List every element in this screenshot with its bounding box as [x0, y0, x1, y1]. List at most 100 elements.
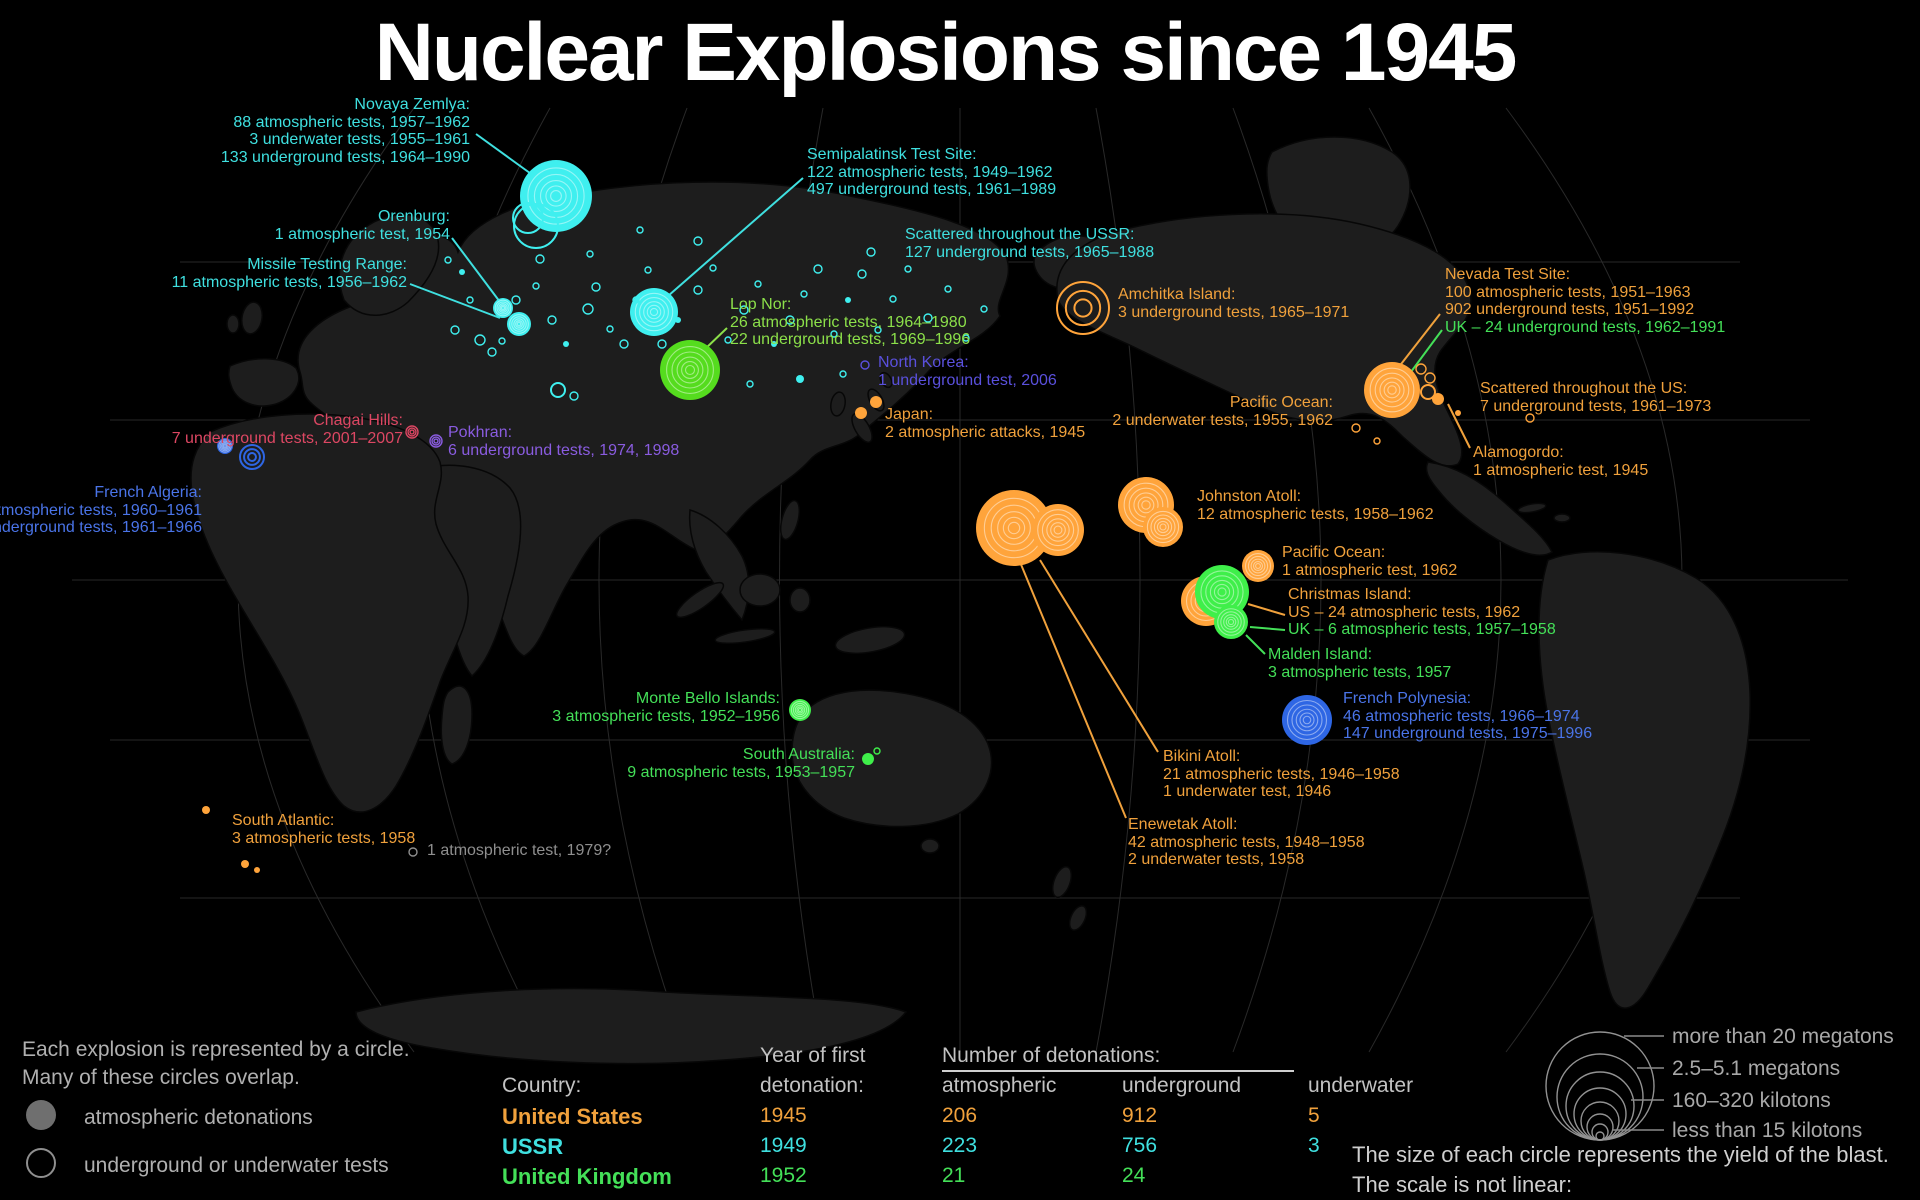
site-detail: 133 underground tests, 1964–1990 — [220, 148, 470, 166]
ussr-scatter-circle — [450, 325, 460, 335]
site-name: French Algeria: — [94, 484, 202, 501]
ussr-scatter-circle — [889, 295, 897, 303]
explosion-circle-nevada — [1364, 362, 1420, 418]
table-header-year-line2: detonation: — [760, 1074, 864, 1097]
table-header-country: Country: — [502, 1074, 582, 1097]
table-row-0-country-name: United States — [502, 1104, 643, 1129]
ussr-scatter-circle — [582, 303, 594, 315]
island-borneo — [739, 573, 781, 607]
explosion-circle-north-korea — [860, 360, 870, 370]
island-britain — [241, 301, 263, 335]
label-unknown-1979: 1 atmospheric test, 1979? — [427, 842, 611, 860]
ussr-scatter-circle — [944, 285, 952, 293]
explosion-circle-novaya-offset-ring-1 — [513, 203, 559, 249]
leader-line — [1397, 313, 1441, 369]
continent-australia — [791, 689, 993, 828]
yield-scale-leader-lines — [1612, 1035, 1664, 1131]
site-name: Amchitka Island: — [1118, 286, 1236, 303]
site-detail: 147 underground tests, 1975–1996 — [1343, 725, 1593, 742]
site-name: Nevada Test Site: — [1445, 266, 1571, 283]
ussr-scatter-circle — [675, 317, 681, 323]
ussr-scatter-circle — [466, 296, 474, 304]
table-row-1-atmospheric-count: 223 — [942, 1134, 978, 1157]
site-detail: 13 underground tests, 1961–1966 — [0, 519, 202, 536]
label-french-algeria: French Algeria:4 atmospheric tests, 1960… — [0, 484, 202, 537]
site-name: Enewetak Atoll: — [1128, 816, 1238, 833]
table-row-2-underground-count: 24 — [1122, 1164, 1146, 1187]
explosion-circle-south-atlantic-1 — [202, 806, 210, 814]
site-detail: 11 atmospheric tests, 1956–1962 — [171, 273, 407, 291]
explosion-circle-orenburg — [493, 298, 513, 318]
yield-scale-label-2: 160–320 kilotons — [1672, 1089, 1831, 1112]
site-name: Pokhran: — [448, 424, 513, 441]
site-detail: 1 underwater test, 1946 — [1163, 783, 1332, 800]
ussr-scatter-circle — [619, 339, 629, 349]
label-semipalatinsk: Semipalatinsk Test Site: 122 atmospheric … — [807, 146, 1056, 199]
ussr-scatter-circle — [980, 305, 988, 313]
label-chagai-hills: Chagai Hills: 7 underground tests, 2001–2… — [172, 412, 403, 447]
yield-scale-label-0: more than 20 megatons — [1672, 1025, 1894, 1048]
island-new-guinea — [834, 625, 906, 655]
explosion-circle-french-algeria-rings — [239, 444, 265, 470]
site-detail: UK – 6 atmospheric tests, 1957–1958 — [1288, 621, 1556, 638]
explosion-circle-nevada-small-2 — [1424, 372, 1436, 384]
table-row-1-country-name: USSR — [502, 1134, 564, 1159]
label-enewetak-atoll: Enewetak Atoll: 42 atmospheric tests, 194… — [1128, 816, 1365, 869]
explosion-circle-south-australia-ring — [873, 747, 881, 755]
label-scattered-us: Scattered throughout the US: 7 undergroun… — [1480, 380, 1711, 415]
island-new-zealand-1 — [1051, 865, 1073, 899]
island-sulawesi — [789, 587, 811, 613]
yield-scale-circle — [1580, 1101, 1620, 1141]
legend-note-line-1: Each explosion is represented by a circl… — [22, 1038, 410, 1061]
detonations-header-underline — [942, 1070, 1294, 1072]
table-row-1-underground-count: 756 — [1122, 1134, 1158, 1157]
site-name: North Korea: — [878, 354, 969, 371]
label-missile-testing-range: Missile Testing Range: 11 atmospheric tes… — [172, 256, 407, 291]
site-name: South Atlantic: — [232, 812, 335, 829]
site-name: Monte Bello Islands: — [635, 690, 780, 707]
island-japan-3 — [879, 371, 893, 389]
yield-scale-circle — [1556, 1053, 1644, 1141]
site-detail: 3 underwater tests, 1955–1961 — [249, 131, 470, 148]
site-detail: 1 underground test, 2006 — [878, 371, 1057, 389]
site-detail: 22 underground tests, 1969–1996 — [730, 331, 971, 348]
underground-legend-label: underground or underwater tests — [84, 1154, 389, 1177]
label-alamogordo: Alamogordo: 1 atmospheric test, 1945 — [1473, 444, 1648, 479]
page-title: Nuclear Explosions since 1945 — [374, 7, 1518, 98]
site-name: Scattered throughout the US: — [1480, 380, 1688, 397]
explosion-circle-pacific-underwater-2 — [1373, 437, 1381, 445]
label-orenburg: Orenburg: 1 atmospheric test, 1954 — [275, 208, 450, 243]
site-name: Pacific Ocean: — [1229, 394, 1333, 411]
explosion-circles-layer — [202, 160, 1535, 873]
leader-line — [667, 177, 804, 297]
site-detail: 7 underground tests, 2001–2007 — [171, 429, 403, 447]
site-name: Orenburg: — [377, 208, 450, 225]
island-japan-1 — [851, 412, 873, 444]
site-detail: 100 atmospheric tests, 1951–1963 — [1445, 283, 1691, 301]
ussr-scatter-circle — [657, 339, 667, 349]
leader-line — [1019, 561, 1127, 819]
ussr-scatter-circle — [839, 370, 847, 378]
ussr-scatter-circle — [693, 285, 703, 295]
site-name: Christmas Island: — [1288, 586, 1412, 603]
explosion-circle-south-australia — [862, 753, 874, 765]
leader-line — [1249, 626, 1286, 631]
ussr-scatter-circle — [845, 297, 851, 303]
ussr-scatter-circle — [771, 341, 777, 347]
ussr-scatter-circle — [693, 236, 703, 246]
explosion-circle-bikini-enewetak-blob-2 — [1032, 504, 1084, 556]
label-lop-nor: Lop Nor: 26 atmospheric tests, 1964–1980 2… — [730, 296, 970, 349]
explosion-circle-malden-green — [1214, 605, 1248, 639]
ussr-scatter-circle — [547, 315, 557, 325]
explosion-circle-south-atlantic-3 — [254, 867, 260, 873]
island-hispaniola — [1553, 513, 1571, 523]
explosion-circle-johnston-2 — [1143, 507, 1183, 547]
site-name: Novaya Zemlya: — [354, 96, 470, 113]
explosion-circle-japan-dot-2 — [870, 396, 882, 408]
ussr-scatter-circle — [459, 269, 465, 275]
explosion-circle-nevada-small-4 — [1432, 393, 1444, 405]
site-detail: 1 atmospheric test, 1962 — [1282, 561, 1458, 579]
site-detail: 3 atmospheric tests, 1952–1956 — [552, 707, 780, 725]
site-name: Pacific Ocean: — [1282, 544, 1386, 561]
island-java — [714, 627, 776, 645]
